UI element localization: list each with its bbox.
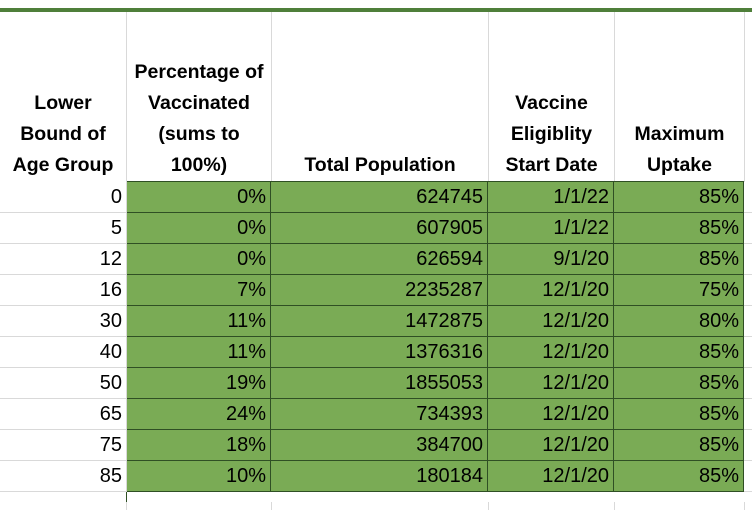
cell-empty[interactable] (744, 244, 752, 275)
cell-lower-bound[interactable]: 50 (0, 368, 127, 399)
table-row: 30 11% 1472875 12/1/20 80% (0, 306, 752, 337)
cell-total-population[interactable]: 734393 (271, 399, 488, 430)
cell-start-date[interactable]: 12/1/20 (488, 337, 614, 368)
cell-total-population[interactable]: 607905 (271, 213, 488, 244)
cell-max-uptake[interactable]: 85% (614, 182, 744, 213)
cell-max-uptake[interactable]: 85% (614, 368, 744, 399)
cell-lower-bound[interactable]: 75 (0, 430, 127, 461)
cell-pct-vaccinated[interactable]: 0% (127, 244, 271, 275)
cell-total-population[interactable]: 624745 (271, 182, 488, 213)
cell-pct-vaccinated[interactable]: 19% (127, 368, 271, 399)
header-lower-bound[interactable]: Lower Bound of Age Group (12, 92, 114, 176)
cell-empty[interactable] (744, 461, 752, 492)
table-row: 50 19% 1855053 12/1/20 85% (0, 368, 752, 399)
cell-max-uptake[interactable]: 85% (614, 461, 744, 492)
tail-gridline (614, 502, 615, 510)
table-row: 5 0% 607905 1/1/22 85% (0, 213, 752, 244)
cell-empty[interactable] (744, 182, 752, 213)
cell-total-population[interactable]: 1855053 (271, 368, 488, 399)
header-gridline (488, 12, 489, 182)
header-gridline (126, 12, 127, 182)
cell-start-date[interactable]: 9/1/20 (488, 244, 614, 275)
cell-total-population[interactable]: 626594 (271, 244, 488, 275)
cell-pct-vaccinated[interactable]: 24% (127, 399, 271, 430)
cell-start-date[interactable]: 1/1/22 (488, 213, 614, 244)
cell-max-uptake[interactable]: 75% (614, 275, 744, 306)
table-row: 75 18% 384700 12/1/20 85% (0, 430, 752, 461)
cell-pct-vaccinated[interactable]: 0% (127, 182, 271, 213)
cell-total-population[interactable]: 180184 (271, 461, 488, 492)
cell-start-date[interactable]: 12/1/20 (488, 399, 614, 430)
cell-lower-bound[interactable]: 85 (0, 461, 127, 492)
cell-max-uptake[interactable]: 85% (614, 213, 744, 244)
table-row: 65 24% 734393 12/1/20 85% (0, 399, 752, 430)
table-row: 12 0% 626594 9/1/20 85% (0, 244, 752, 275)
header-pct-vaccinated[interactable]: Percentage of Vaccinated (sums to 100%) (134, 61, 264, 176)
cell-pct-vaccinated[interactable]: 11% (127, 306, 271, 337)
tail-gridline (126, 502, 127, 510)
cell-start-date[interactable]: 12/1/20 (488, 275, 614, 306)
cell-pct-vaccinated[interactable]: 18% (127, 430, 271, 461)
cell-pct-vaccinated[interactable]: 11% (127, 337, 271, 368)
cell-start-date[interactable]: 12/1/20 (488, 306, 614, 337)
cell-pct-vaccinated[interactable]: 7% (127, 275, 271, 306)
cell-lower-bound[interactable]: 30 (0, 306, 127, 337)
cell-start-date[interactable]: 12/1/20 (488, 368, 614, 399)
cell-max-uptake[interactable]: 85% (614, 430, 744, 461)
header-gridline (271, 12, 272, 182)
cell-empty[interactable] (744, 213, 752, 244)
cell-max-uptake[interactable]: 85% (614, 244, 744, 275)
cell-start-date[interactable]: 12/1/20 (488, 430, 614, 461)
header-start-date[interactable]: Vaccine Eligiblity Start Date (505, 92, 598, 176)
cell-lower-bound[interactable]: 16 (0, 275, 127, 306)
cell-total-population[interactable]: 1472875 (271, 306, 488, 337)
empty-row[interactable] (0, 502, 752, 510)
cell-empty[interactable] (744, 306, 752, 337)
cell-total-population[interactable]: 384700 (271, 430, 488, 461)
green-block-top-border (127, 181, 744, 182)
cell-lower-bound[interactable]: 5 (0, 213, 127, 244)
tail-gridline (488, 502, 489, 510)
cell-pct-vaccinated[interactable]: 0% (127, 213, 271, 244)
cell-total-population[interactable]: 1376316 (271, 337, 488, 368)
cell-max-uptake[interactable]: 80% (614, 306, 744, 337)
cell-empty[interactable] (744, 399, 752, 430)
cell-empty[interactable] (744, 368, 752, 399)
data-rows: 0 0% 624745 1/1/22 85% 5 0% 607905 1/1/2… (0, 182, 752, 492)
top-border (0, 8, 752, 12)
cell-start-date[interactable]: 1/1/22 (488, 182, 614, 213)
cell-max-uptake[interactable]: 85% (614, 337, 744, 368)
header-max-uptake[interactable]: Maximum Uptake (634, 123, 725, 176)
cell-lower-bound[interactable]: 65 (0, 399, 127, 430)
cell-empty[interactable] (744, 275, 752, 306)
tail-gridline (271, 502, 272, 510)
cell-lower-bound[interactable]: 0 (0, 182, 127, 213)
table-row: 85 10% 180184 12/1/20 85% (0, 461, 752, 492)
header-total-population[interactable]: Total Population (304, 154, 456, 176)
cell-lower-bound[interactable]: 12 (0, 244, 127, 275)
cell-max-uptake[interactable]: 85% (614, 399, 744, 430)
header-gridline (614, 12, 615, 182)
cell-empty[interactable] (744, 337, 752, 368)
table-row: 40 11% 1376316 12/1/20 85% (0, 337, 752, 368)
cell-start-date[interactable]: 12/1/20 (488, 461, 614, 492)
table-row: 0 0% 624745 1/1/22 85% (0, 182, 752, 213)
cell-empty[interactable] (744, 430, 752, 461)
cell-pct-vaccinated[interactable]: 10% (127, 461, 271, 492)
table-row: 16 7% 2235287 12/1/20 75% (0, 275, 752, 306)
cell-lower-bound[interactable]: 40 (0, 337, 127, 368)
header-gridline (744, 12, 745, 182)
tail-gridline (744, 502, 745, 510)
cell-total-population[interactable]: 2235287 (271, 275, 488, 306)
